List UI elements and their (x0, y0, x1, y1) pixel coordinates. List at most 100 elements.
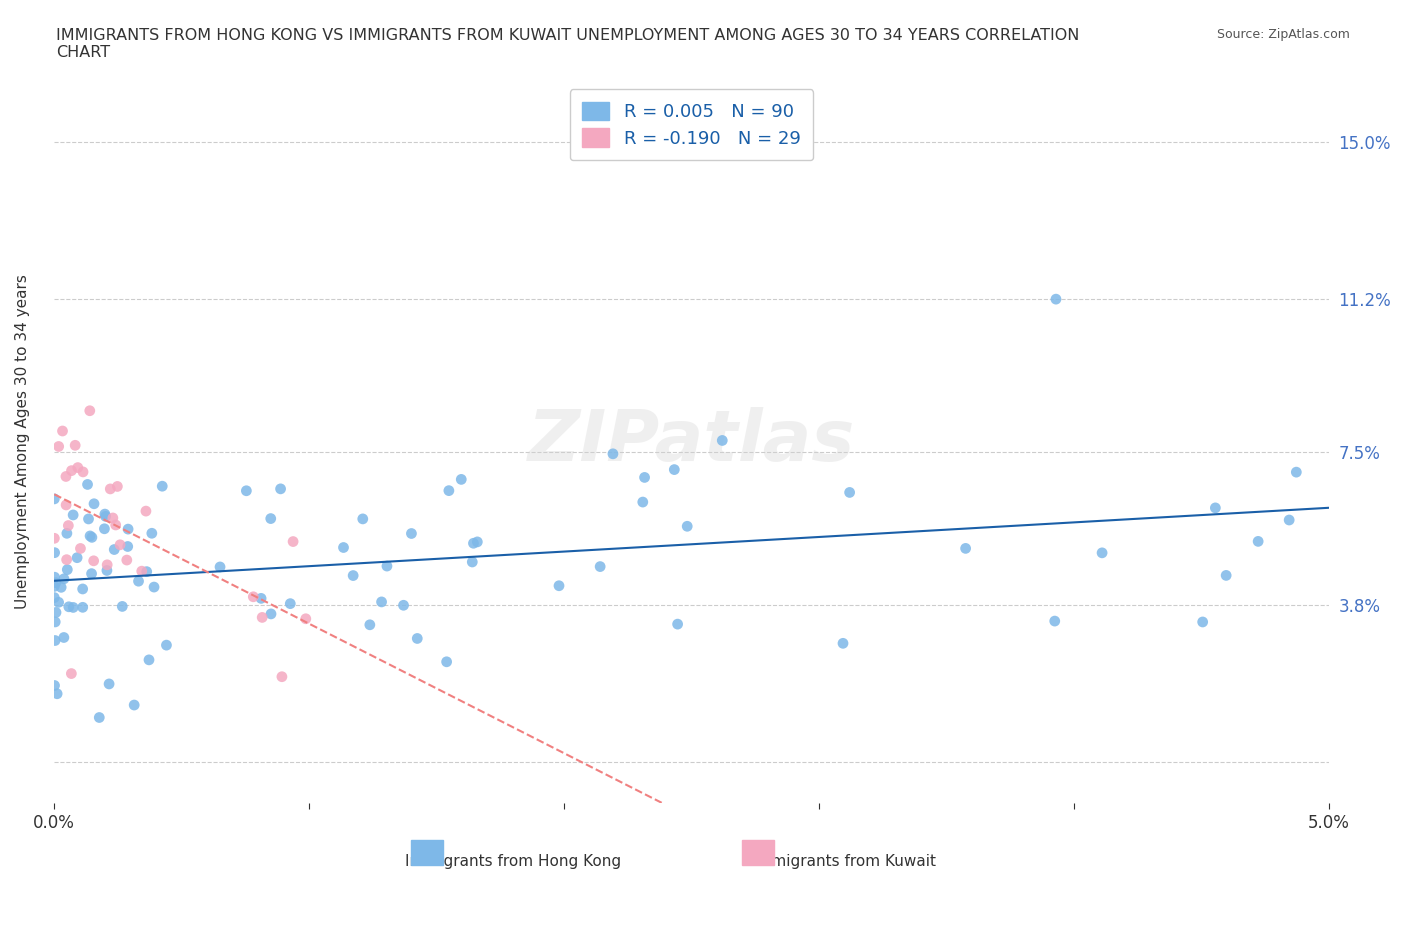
Point (45, 605, 67, 620)
Point (281, 534, 304, 549)
Point (52, 630, 75, 644)
Point (44, 678, 66, 693)
Point (55, 469, 77, 484)
Point (44, 615, 66, 630)
Point (79, 528, 101, 543)
Point (63, 438, 86, 453)
Point (138, 653, 160, 668)
Point (235, 484, 257, 498)
Point (46, 686, 69, 701)
Point (62, 508, 84, 523)
Point (832, 636, 855, 651)
Point (141, 525, 163, 540)
Text: Source: ZipAtlas.com: Source: ZipAtlas.com (1216, 28, 1350, 41)
Point (1247, 534, 1270, 549)
Point (1215, 568, 1237, 583)
Point (96, 563, 118, 578)
Legend: R = 0.005   N = 90, R = -0.190   N = 29: R = 0.005 N = 90, R = -0.190 N = 29 (569, 89, 813, 160)
Point (461, 554, 484, 569)
Point (342, 568, 364, 583)
Point (150, 479, 173, 494)
Point (44, 591, 66, 605)
Point (45, 576, 67, 591)
Point (98, 676, 121, 691)
Point (69, 541, 91, 556)
Point (602, 446, 624, 461)
Point (94, 509, 117, 524)
Point (117, 522, 139, 537)
Point (1278, 512, 1301, 527)
Point (359, 618, 381, 632)
Point (48, 595, 70, 610)
Point (58, 599, 80, 614)
Point (1091, 545, 1114, 560)
Point (260, 512, 283, 526)
Point (664, 462, 686, 477)
Point (955, 541, 977, 556)
Point (143, 579, 166, 594)
Point (98, 482, 121, 497)
Point (60, 463, 83, 478)
Point (105, 479, 128, 494)
Point (108, 538, 131, 552)
Point (392, 598, 415, 613)
Point (103, 542, 125, 557)
Point (80, 566, 103, 581)
Point (1204, 500, 1226, 515)
Point (101, 511, 124, 525)
Point (44, 545, 66, 560)
Point (49, 580, 72, 595)
Point (131, 564, 153, 578)
Point (1285, 465, 1308, 480)
Point (463, 536, 485, 551)
Point (111, 599, 134, 614)
Text: Immigrants from Hong Kong: Immigrants from Hong Kong (405, 854, 621, 869)
Point (271, 670, 294, 684)
Point (450, 472, 472, 486)
Point (135, 504, 157, 519)
Point (66, 551, 89, 565)
Point (375, 559, 398, 574)
Point (66, 460, 89, 475)
Point (711, 433, 734, 448)
Point (1043, 614, 1066, 629)
Point (631, 495, 654, 510)
Point (676, 519, 699, 534)
Y-axis label: Unemployment Among Ages 30 to 34 years: Unemployment Among Ages 30 to 34 years (15, 274, 30, 609)
Point (80, 530, 103, 545)
Point (48, 439, 70, 454)
Point (128, 574, 150, 589)
Point (406, 631, 429, 646)
Point (52, 571, 75, 586)
Point (465, 535, 488, 550)
Text: Immigrants from Kuwait: Immigrants from Kuwait (752, 854, 936, 869)
Point (83, 497, 105, 512)
Point (115, 552, 138, 567)
Point (1191, 615, 1213, 630)
Point (89, 711, 111, 725)
Bar (742, 840, 775, 865)
Bar (411, 840, 443, 865)
Point (58, 518, 80, 533)
Point (72, 600, 94, 615)
Point (260, 606, 283, 621)
Point (242, 590, 264, 604)
Point (250, 610, 273, 625)
Point (44, 570, 66, 585)
Point (55, 498, 77, 512)
Point (278, 596, 301, 611)
Point (117, 539, 139, 554)
Point (44, 579, 66, 594)
Point (96, 557, 118, 572)
Point (94, 507, 117, 522)
Point (838, 485, 860, 500)
Point (250, 591, 273, 605)
Point (44, 633, 66, 648)
Point (666, 617, 689, 631)
Point (56, 562, 79, 577)
Point (44, 531, 66, 546)
Point (62, 600, 84, 615)
Point (548, 578, 571, 593)
Point (332, 540, 354, 555)
Point (155, 638, 177, 653)
